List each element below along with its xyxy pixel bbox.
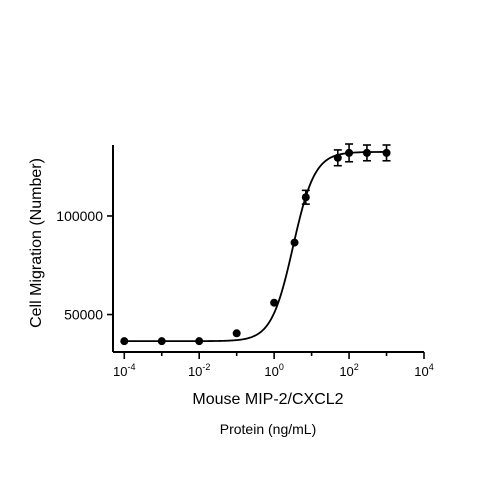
x-tick-base: 10 [113, 364, 127, 379]
data-point [232, 329, 241, 338]
data-point [290, 238, 299, 247]
x-tick-exponent: -4 [128, 362, 136, 372]
y-tick-label: 50000 [64, 307, 103, 323]
x-tick-exponent: 2 [354, 362, 359, 372]
data-point [333, 153, 342, 162]
x-axis-label: Protein (ng/mL) [220, 421, 316, 437]
x-tick-label: 10-4 [113, 362, 135, 379]
x-tick-exponent: -2 [202, 362, 210, 372]
chart-title: Mouse MIP-2/CXCL2 [192, 391, 343, 408]
data-point [345, 148, 354, 157]
x-axis-ticks: 10-4 10-2 100 102 104 [113, 352, 434, 379]
data-points [120, 143, 391, 346]
x-tick-exponent: 4 [429, 362, 434, 372]
x-tick-base: 10 [264, 364, 278, 379]
x-tick-label: 104 [414, 362, 433, 379]
data-point [382, 148, 391, 157]
data-point [157, 337, 166, 346]
x-tick-exponent: 0 [279, 362, 284, 372]
y-axis-ticks: 50000 100000 [56, 208, 113, 323]
x-tick-label: 10-2 [188, 362, 210, 379]
y-axis-label: Cell Migration (Number) [28, 158, 45, 328]
x-tick-label: 100 [264, 362, 283, 379]
data-point [270, 298, 279, 307]
x-tick-label: 102 [339, 362, 358, 379]
y-tick-label: 100000 [56, 208, 103, 224]
data-point [120, 337, 129, 346]
data-point [362, 148, 371, 157]
data-point [195, 337, 204, 346]
data-point [301, 193, 310, 202]
x-tick-base: 10 [339, 364, 353, 379]
x-tick-base: 10 [414, 364, 428, 379]
x-tick-base: 10 [188, 364, 202, 379]
fit-curve [124, 151, 387, 343]
